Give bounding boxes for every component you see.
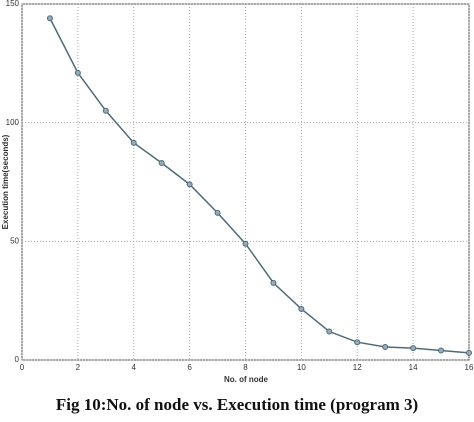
marker — [410, 345, 417, 352]
x-tick-label: 4 — [132, 363, 137, 372]
marker — [466, 349, 472, 356]
marker — [270, 279, 277, 286]
marker — [242, 240, 249, 247]
x-tick-label: 16 — [465, 363, 474, 372]
marker — [382, 343, 389, 350]
marker — [158, 160, 165, 167]
y-tick-label: 0 — [15, 355, 20, 364]
marker — [326, 328, 333, 335]
marker — [438, 347, 445, 354]
x-tick-label: 14 — [409, 363, 418, 372]
marker — [46, 15, 53, 22]
y-tick-label: 100 — [6, 118, 20, 127]
marker — [102, 107, 109, 114]
marker — [186, 181, 193, 188]
line — [49, 17, 470, 354]
y-tick-label: 150 — [6, 0, 20, 8]
y-axis-label: Execution time(seconds) — [1, 134, 10, 229]
marker — [354, 339, 361, 346]
x-tick-label: 12 — [353, 363, 362, 372]
x-axis-label: No. of node — [224, 375, 269, 384]
marker — [130, 139, 137, 146]
marker — [74, 69, 81, 76]
y-tick-label: 50 — [10, 236, 19, 245]
x-tick-label: 8 — [243, 363, 248, 372]
x-tick-label: 6 — [187, 363, 192, 372]
marker — [298, 305, 305, 312]
caption: Fig 10:No. of node vs. Execution time (p… — [56, 395, 418, 414]
x-tick-label: 10 — [297, 363, 306, 372]
x-tick-label: 0 — [20, 363, 25, 372]
x-tick-label: 2 — [76, 363, 81, 372]
marker — [214, 209, 221, 216]
